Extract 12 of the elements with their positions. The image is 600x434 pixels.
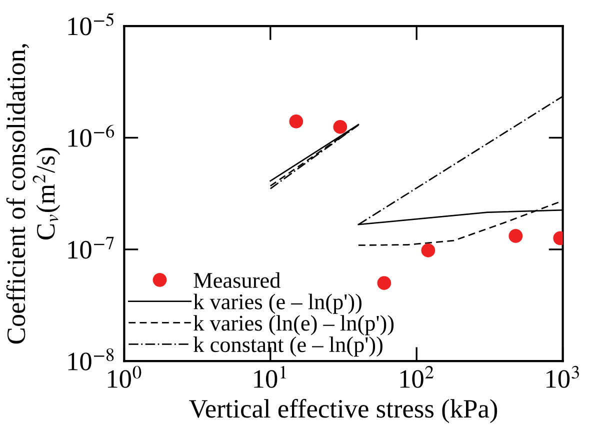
x-tick-label: 10$^{1}$ (254, 366, 286, 388)
legend-label: k varies (ln(e) – ln(p')) (194, 315, 394, 336)
x-tick-label: 10$^{3}$ (546, 366, 579, 388)
y-tick-label: 10$^{−6}$ (68, 124, 114, 147)
y-tick-label: 10$^{−7}$ (68, 236, 114, 259)
y-axis-title: Coefficient of consolidation, C$_{v}$(m$^{2}$/s) (6, 44, 60, 344)
y-tick-label: 10$^{−5}$ (68, 13, 114, 36)
legend-label: k constant (e – ln(p')) (194, 336, 382, 357)
legend-label: k varies (e – ln(p')) (194, 294, 362, 314)
x-axis-title: Vertical effective stress (kPa) (189, 398, 498, 424)
legend-label: Measured (194, 272, 280, 288)
x-tick-label: 10$^{2}$ (400, 366, 434, 388)
